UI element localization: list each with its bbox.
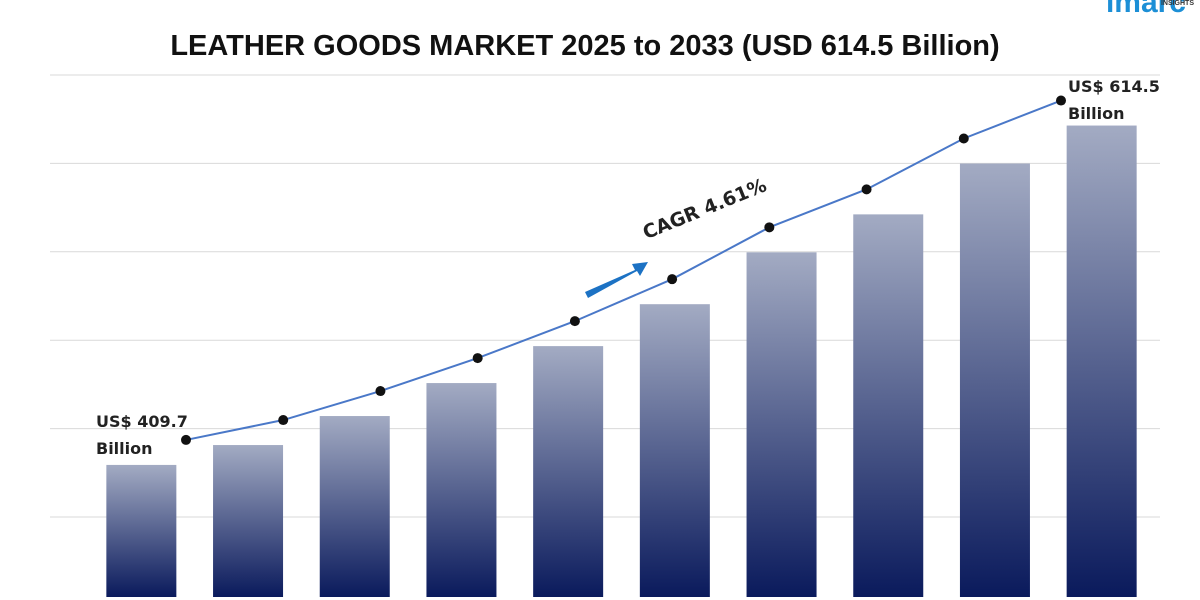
bar xyxy=(213,445,284,597)
bar xyxy=(959,163,1030,597)
trend-point xyxy=(278,415,289,426)
value-label: US$ 409.7 Billion xyxy=(96,411,188,458)
bar xyxy=(746,252,817,598)
trend-point xyxy=(764,222,775,233)
trend-point xyxy=(1056,95,1066,106)
chart-title: LEATHER GOODS MARKET 2025 to 2033 (USD 6… xyxy=(170,30,1000,62)
trend-point xyxy=(375,386,386,397)
logo: imarc xyxy=(1105,0,1186,19)
trend-point xyxy=(861,184,872,195)
trend-line xyxy=(185,99,1062,441)
trend-point xyxy=(181,434,191,445)
value-label: US$ 614.5 Billion xyxy=(1068,76,1160,123)
bar xyxy=(319,416,390,597)
trend-point xyxy=(569,316,580,327)
trend-point xyxy=(958,133,969,144)
bar xyxy=(533,346,604,597)
bar xyxy=(106,464,177,597)
cagr-arrow xyxy=(585,262,648,298)
bar xyxy=(426,383,497,597)
bar xyxy=(639,304,710,597)
bar xyxy=(853,214,924,597)
trend-point xyxy=(472,353,483,364)
trend-point xyxy=(667,274,678,285)
bar xyxy=(1066,125,1137,598)
logo-subtitle: INSIGHTS xyxy=(1160,0,1194,7)
